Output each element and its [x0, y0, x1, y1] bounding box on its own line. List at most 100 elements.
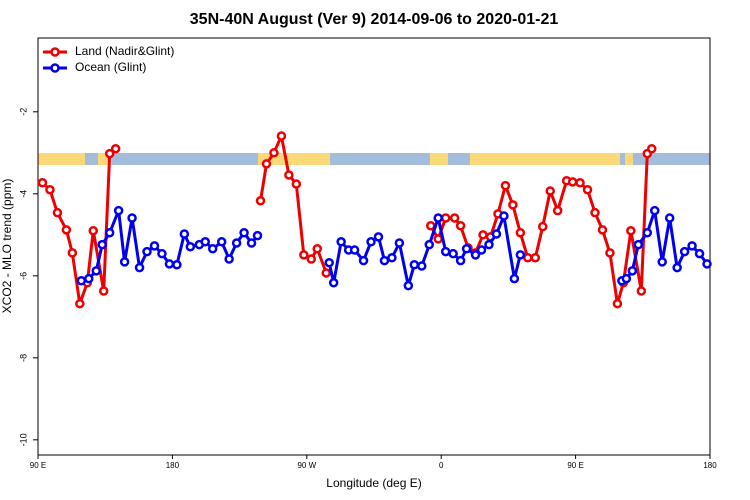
data-point	[110, 143, 121, 154]
data-point	[366, 237, 376, 247]
y-axis-label: XCO2 - MLO trend (ppm)	[0, 179, 14, 314]
data-point	[621, 273, 632, 284]
data-point	[694, 248, 705, 259]
data-point	[358, 255, 369, 266]
data-point	[575, 177, 585, 188]
land-ocean-band	[38, 153, 710, 165]
data-point	[379, 255, 390, 266]
data-point	[157, 248, 167, 259]
data-point	[113, 205, 124, 216]
data-point	[284, 170, 294, 180]
data-point	[312, 244, 323, 254]
x-tick-label: 0	[439, 461, 444, 470]
data-point	[657, 257, 667, 267]
data-point	[425, 221, 436, 231]
data-point	[597, 225, 608, 235]
data-point	[45, 184, 55, 195]
data-point	[61, 225, 72, 235]
data-point	[321, 268, 331, 278]
data-point	[185, 241, 196, 252]
chart-title: 35N-40N August (Ver 9) 2014-09-06 to 202…	[190, 11, 559, 28]
data-point	[417, 261, 427, 271]
data-point	[605, 248, 615, 258]
data-point	[336, 237, 346, 247]
data-point	[269, 148, 279, 158]
data-point	[306, 254, 317, 264]
land-band	[430, 153, 448, 165]
land-band	[625, 153, 633, 165]
legend-label: Ocean (Glint)	[75, 60, 146, 74]
data-point	[261, 159, 272, 169]
data-point	[349, 245, 360, 255]
data-point	[461, 244, 472, 254]
y-tick-label: -4	[18, 190, 28, 198]
data-point	[75, 298, 85, 309]
data-point	[142, 246, 152, 257]
data-point	[626, 225, 636, 236]
data-point	[508, 200, 518, 210]
data-point	[276, 131, 287, 141]
data-point	[409, 259, 420, 270]
plot-frame	[37, 37, 711, 456]
y-tick-label: -2	[18, 108, 28, 116]
data-point	[500, 180, 511, 191]
data-point	[119, 257, 130, 267]
data-point	[216, 237, 227, 247]
data-point	[448, 248, 458, 259]
data-point	[515, 250, 526, 260]
data-point	[394, 238, 405, 248]
y-tick-label: -6	[18, 272, 28, 280]
legend: Land (Nadir&Glint) Ocean (Glint)	[43, 44, 174, 74]
data-point	[433, 234, 443, 244]
data-point	[642, 228, 653, 238]
land-band	[470, 153, 620, 165]
x-tick-label: 180	[166, 461, 180, 470]
data-point	[104, 228, 115, 238]
data-point	[98, 286, 109, 296]
data-point	[52, 207, 63, 218]
y-tick-label: -10	[18, 433, 28, 446]
data-point	[582, 184, 593, 195]
data-point	[231, 238, 242, 248]
x-tick-label: 90 E	[567, 461, 583, 470]
data-point	[207, 244, 218, 254]
data-point	[545, 186, 555, 196]
data-point	[88, 225, 99, 236]
data-point	[702, 259, 712, 269]
data-point	[67, 248, 78, 258]
data-point	[324, 257, 334, 268]
data-point	[633, 239, 644, 250]
data-point	[239, 228, 249, 238]
data-point	[679, 246, 690, 257]
x-tick-label: 90 W	[297, 461, 316, 470]
data-point	[328, 278, 339, 288]
data-point	[255, 196, 266, 206]
data-point	[76, 275, 87, 286]
data-point	[172, 259, 182, 270]
data-point	[649, 205, 660, 216]
data-point	[179, 229, 190, 239]
legend-label: Land (Nadir&Glint)	[75, 44, 174, 58]
legend-marker	[50, 63, 60, 73]
data-point	[664, 213, 675, 223]
data-point	[403, 280, 414, 291]
data-point	[424, 239, 435, 250]
data-point	[552, 205, 563, 216]
data-point	[97, 239, 107, 250]
data-point	[499, 211, 509, 221]
data-point	[433, 213, 443, 223]
data-point	[91, 266, 101, 276]
data-point	[37, 177, 48, 188]
data-point	[484, 239, 494, 250]
data-point	[164, 259, 175, 269]
data-point	[104, 148, 115, 159]
data-point	[373, 232, 384, 242]
y-tick-label: -8	[18, 354, 28, 362]
data-point	[530, 253, 541, 263]
data-point	[127, 213, 137, 223]
data-point	[627, 266, 638, 276]
data-point	[449, 213, 460, 223]
data-point	[687, 241, 697, 251]
data-point	[612, 298, 623, 309]
data-point	[455, 255, 466, 266]
